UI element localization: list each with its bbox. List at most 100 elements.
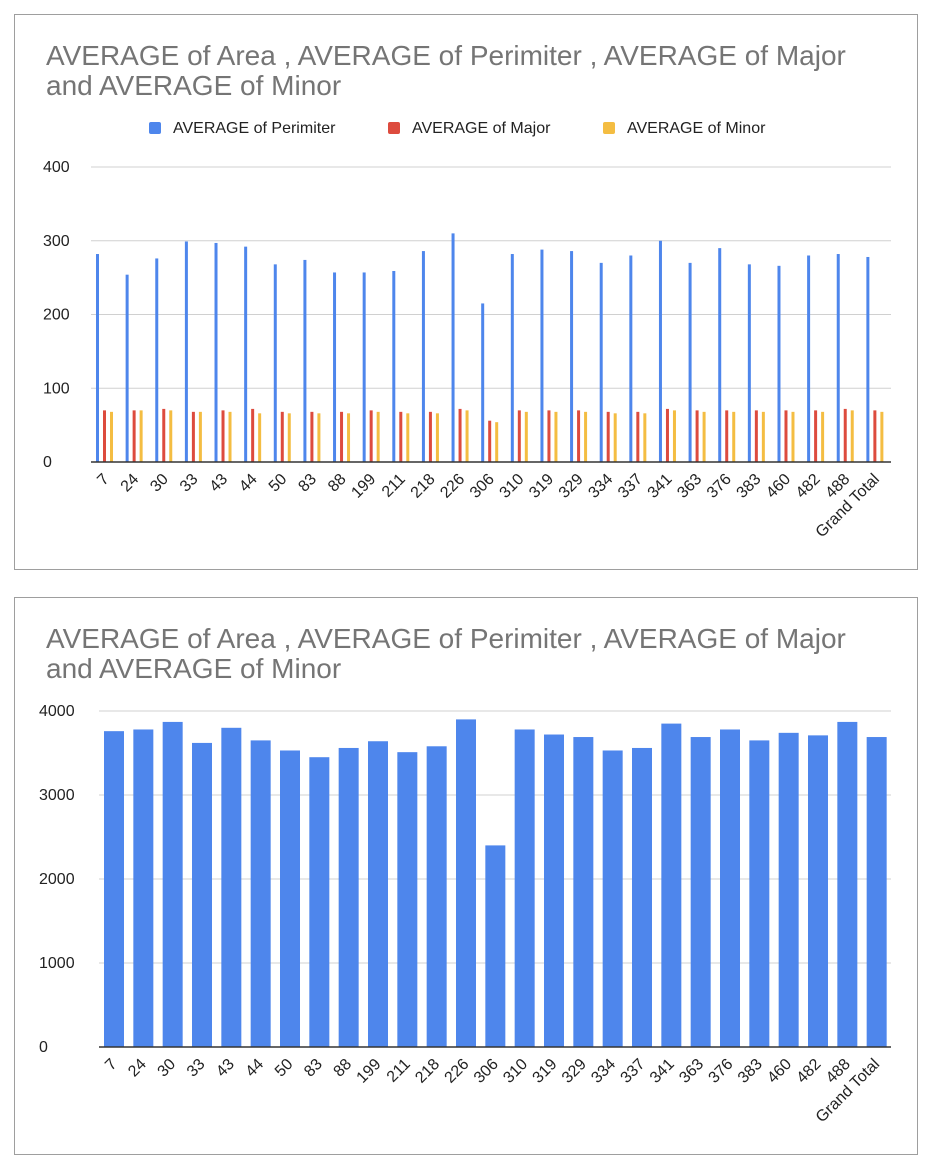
x-tick-label: 334 — [588, 1056, 619, 1087]
y-tick-label: 0 — [43, 454, 52, 471]
legend-swatch-perimiter — [149, 122, 161, 134]
bar — [761, 411, 765, 462]
bar — [784, 410, 788, 462]
bar — [309, 757, 330, 1047]
bar — [125, 274, 129, 462]
bar — [250, 740, 271, 1047]
bar — [280, 411, 284, 462]
y-tick-label: 3000 — [39, 787, 75, 804]
bar — [258, 413, 262, 462]
bar — [488, 420, 492, 462]
bar — [777, 265, 781, 462]
bar — [392, 270, 396, 462]
bar — [376, 411, 380, 462]
bar — [573, 737, 594, 1047]
bar — [850, 410, 854, 462]
bar — [514, 729, 535, 1047]
bar — [873, 410, 877, 462]
bar — [458, 408, 462, 462]
x-tick-label: 43 — [213, 1056, 238, 1081]
bar — [397, 752, 418, 1047]
x-tick-label: 83 — [301, 1056, 326, 1081]
bar — [287, 413, 291, 462]
bar — [338, 747, 359, 1047]
y-tick-label: 0 — [39, 1039, 48, 1056]
bar — [702, 411, 706, 462]
x-tick-label: 337 — [615, 471, 646, 502]
bar — [465, 410, 469, 462]
bar — [368, 741, 388, 1047]
y-tick-label: 4000 — [39, 703, 75, 720]
bar — [456, 719, 476, 1047]
bar — [695, 410, 699, 462]
x-tick-label: 33 — [184, 1056, 209, 1081]
x-tick-label: 199 — [354, 1056, 385, 1087]
x-tick-label: 383 — [734, 471, 765, 502]
bar — [808, 735, 828, 1047]
legend-label-perimiter: AVERAGE of Perimiter — [173, 120, 336, 137]
bar — [485, 845, 506, 1047]
bar — [517, 410, 521, 462]
x-tick-label: 383 — [735, 1056, 766, 1087]
bar — [718, 248, 722, 462]
x-tick-label: 33 — [177, 471, 202, 496]
bar — [221, 727, 242, 1047]
bar — [749, 740, 770, 1047]
bar — [632, 747, 652, 1047]
y-tick-label: 100 — [43, 380, 70, 397]
y-tick-label: 1000 — [39, 955, 75, 972]
x-tick-label: 341 — [645, 471, 676, 502]
x-tick-label: 88 — [331, 1056, 356, 1081]
bar — [570, 251, 574, 462]
x-tick-label: 226 — [437, 471, 468, 502]
x-tick-label: 211 — [384, 1056, 414, 1086]
bar — [184, 241, 188, 462]
bar — [836, 254, 840, 462]
bar — [155, 258, 159, 462]
bar — [544, 734, 564, 1047]
bar — [524, 411, 528, 462]
bar — [754, 410, 758, 462]
bar — [214, 242, 218, 462]
bar — [428, 411, 432, 462]
legend-item-perimiter[interactable]: AVERAGE of Perimiter — [149, 120, 336, 137]
bar — [310, 411, 314, 462]
bar — [540, 249, 544, 462]
x-tick-label: 310 — [500, 1056, 531, 1087]
bar — [747, 264, 751, 462]
y-tick-label: 2000 — [39, 871, 75, 888]
bar — [162, 408, 166, 462]
x-tick-label: 7 — [102, 1056, 120, 1074]
bar — [629, 255, 633, 462]
bar — [399, 411, 403, 462]
bar — [406, 413, 410, 462]
bar — [880, 411, 884, 462]
bar — [725, 410, 729, 462]
bar — [807, 255, 811, 462]
y-tick-label: 300 — [43, 233, 70, 250]
legend-item-minor[interactable]: AVERAGE of Minor — [603, 120, 766, 137]
bar — [132, 410, 136, 462]
bar — [599, 262, 603, 462]
legend-label-major: AVERAGE of Major — [412, 120, 551, 137]
x-tick-label: 83 — [295, 471, 320, 496]
bar — [198, 411, 202, 462]
bar — [110, 411, 113, 462]
bar — [192, 742, 212, 1047]
bar — [426, 746, 447, 1047]
x-tick-label: 329 — [556, 471, 587, 502]
bar — [814, 410, 818, 462]
bar — [169, 410, 173, 462]
bar — [96, 254, 99, 462]
bar — [778, 732, 799, 1047]
bar — [866, 737, 887, 1047]
bar — [672, 410, 676, 462]
x-tick-label: 306 — [467, 471, 498, 502]
bar — [554, 411, 558, 462]
bar — [421, 251, 425, 462]
legend-item-major[interactable]: AVERAGE of Major — [388, 120, 551, 137]
x-tick-label: 363 — [674, 471, 705, 502]
bar — [720, 729, 740, 1047]
chart-title: AVERAGE of Area , AVERAGE of Perimiter ,… — [46, 623, 846, 684]
